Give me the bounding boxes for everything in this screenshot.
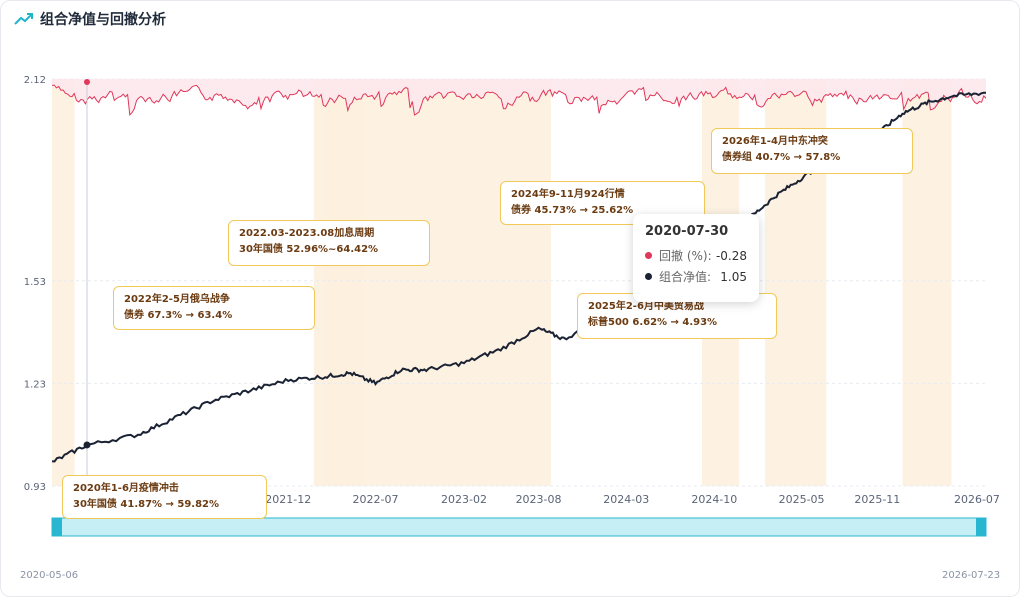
y-tick-label-2: 1.23: [24, 379, 46, 390]
event-callout-title: 2020年1-6月疫情冲击: [73, 483, 179, 494]
y-tick-label-1: 1.53: [24, 277, 46, 288]
event-callout-detail: 债券组 40.7% → 57.8%: [722, 152, 841, 163]
x-tick-label-1: 2021-12: [265, 493, 311, 506]
x-tick-label-8: 2025-11: [854, 493, 900, 506]
y-tick-label-0: 2.12: [24, 75, 46, 86]
zoom-slider-right-handle: [976, 518, 986, 536]
event-callout-2: 2022.03-2023.08加息周期 30年国债 52.96%~64.42%: [228, 220, 430, 266]
chart-tooltip: 2020-07-30 回撤 (%): -0.28 组合净值: 1.05: [633, 214, 759, 302]
event-callout-1: 2022年2-5月俄乌战争 债券 67.3% → 63.4%: [113, 286, 315, 330]
trend-up-icon: [14, 13, 33, 25]
x-tick-label-3: 2023-02: [441, 493, 487, 506]
event-callout-title: 2022.03-2023.08加息周期: [239, 228, 375, 239]
slider-start-label: 2020-05-06: [20, 570, 79, 581]
event-callout-detail: 债券 45.73% → 25.62%: [511, 205, 634, 216]
nav-legend-dot: [645, 273, 652, 280]
event-callout-detail: 标普500 6.62% → 4.93%: [588, 317, 718, 328]
event-callout-title: 2024年9-11月924行情: [511, 189, 625, 200]
tooltip-row-drawdown: 回撤 (%): -0.28: [645, 247, 747, 264]
event-callout-title: 2026年1-4月中东冲突: [722, 136, 828, 147]
tooltip-drawdown-label: 回撤 (%):: [659, 249, 712, 263]
event-callout-0: 2020年1-6月疫情冲击 30年国债 41.87% → 59.82%: [62, 475, 267, 519]
chart-title: 组合净值与回撤分析: [40, 12, 166, 28]
zoom-slider-left-handle: [52, 518, 62, 536]
tooltip-nav-label: 组合净值:: [659, 270, 712, 284]
event-callout-5: 2026年1-4月中东冲突债券组 40.7% → 57.8%: [711, 128, 913, 174]
x-tick-label-6: 2024-10: [691, 493, 737, 506]
tooltip-date: 2020-07-30: [645, 224, 729, 239]
drawdown-hover-point: [83, 79, 90, 85]
event-callout-detail: 30年国债 41.87% → 59.82%: [73, 499, 220, 510]
event-callout-detail: 30年国债 52.96%~64.42%: [239, 244, 379, 255]
tooltip-drawdown-value: -0.28: [715, 248, 747, 263]
x-tick-label-7: 2025-05: [779, 493, 825, 506]
drawdown-legend-dot: [645, 252, 652, 259]
drawdown-series-line: [51, 84, 987, 117]
y-tick-label-3: 0.93: [24, 482, 46, 493]
tooltip-row-nav: 组合净值: 1.05: [645, 268, 747, 285]
event-callout-title: 2022年2-5月俄乌战争: [124, 294, 230, 305]
x-tick-label-4: 2023-08: [516, 493, 562, 506]
event-callout-detail: 债券 67.3% → 63.4%: [124, 310, 233, 321]
tooltip-nav-value: 1.05: [720, 269, 747, 284]
nav-hover-point: [83, 441, 91, 449]
zoom-slider-track: [51, 517, 987, 537]
x-tick-label-5: 2024-03: [603, 493, 649, 506]
event-band-2: [325, 79, 551, 486]
event-band-0: [52, 79, 75, 486]
x-tick-label-2: 2022-07: [353, 493, 399, 506]
event-callout-title: 2025年2-6月中美贸易战: [588, 301, 704, 312]
slider-end-label: 2026-07-23: [942, 570, 1001, 581]
chart-header: 组合净值与回撤分析: [14, 8, 166, 30]
x-tick-label-9: 2026-07: [954, 493, 1000, 506]
